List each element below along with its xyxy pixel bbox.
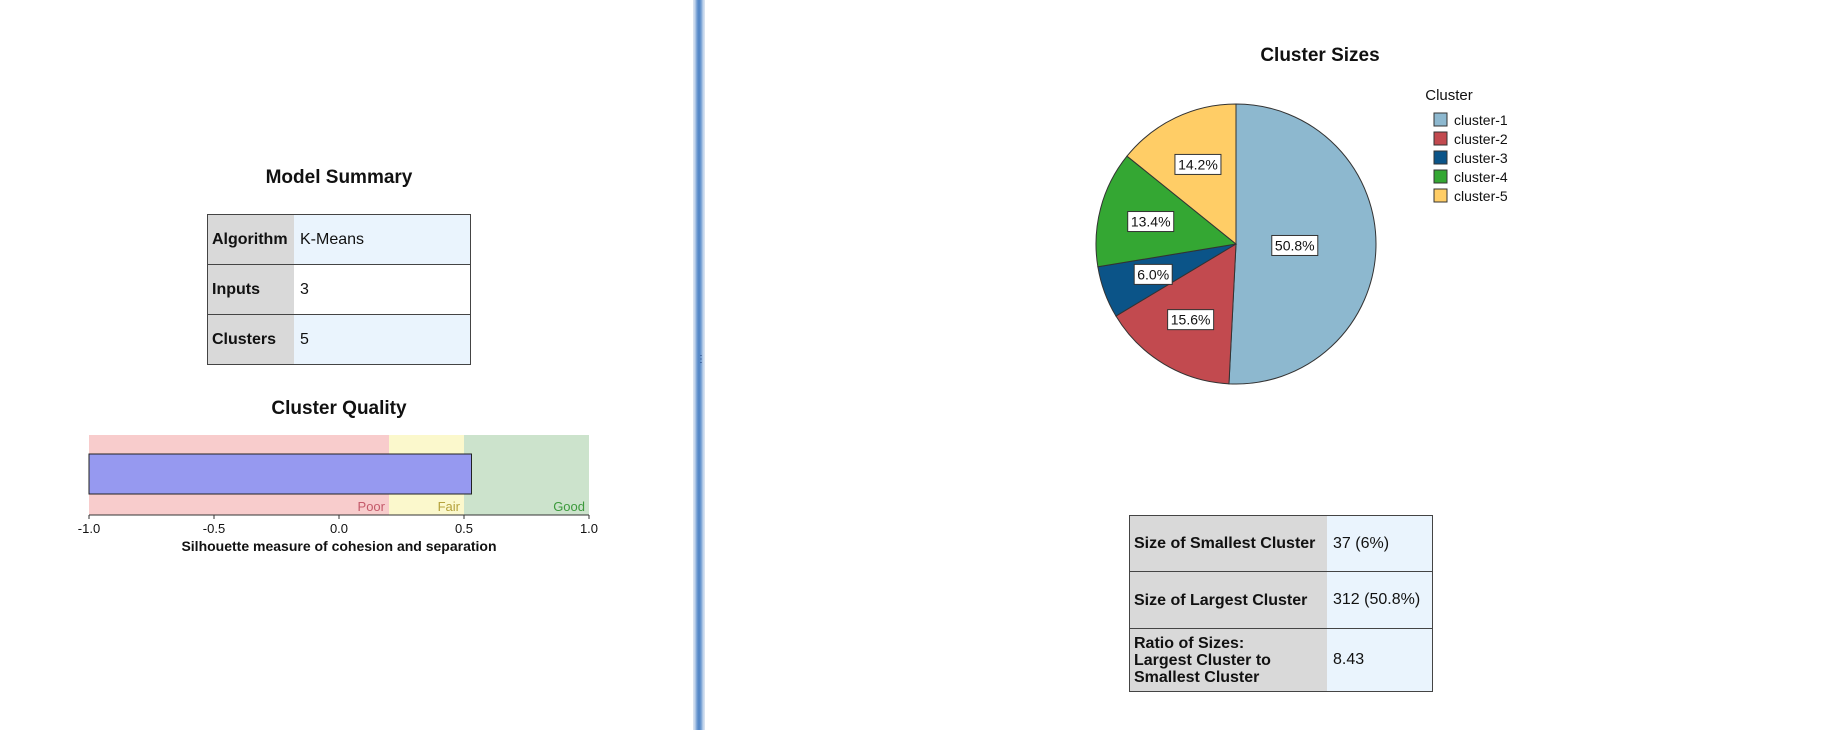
pie-label-box — [1133, 263, 1173, 285]
pie-slice-label: 6.0% — [1133, 263, 1173, 285]
legend-item-label: cluster-3 — [1454, 150, 1508, 166]
legend-title: Cluster — [1425, 87, 1473, 104]
table-row: Size of Largest Cluster 312 (50.8%) — [1129, 571, 1433, 629]
x-tick-label: 0.0 — [330, 521, 348, 536]
pie-label-box — [1271, 234, 1319, 256]
legend-swatch — [1433, 112, 1448, 127]
table-row: Algorithm K-Means — [207, 214, 471, 265]
silhouette-bar — [88, 453, 472, 495]
pie-slice-label: 15.6% — [1167, 309, 1215, 331]
panel-splitter[interactable]: ⋮ — [693, 0, 706, 730]
row-value-ratio: 8.43 — [1327, 628, 1433, 692]
row-value-largest: 312 (50.8%) — [1327, 571, 1433, 629]
pie-label-text: 13.4% — [1131, 214, 1171, 230]
row-label-inputs: Inputs — [207, 264, 294, 315]
cluster-sizes-title: Cluster Sizes — [1260, 45, 1380, 66]
cluster-sizes-panel: 50.8% 15.6% 6.0% 13.4% 14.2% Cluster cluster-1… — [705, 0, 1821, 730]
quality-zone-good — [464, 435, 589, 515]
legend-swatch — [1433, 131, 1448, 146]
pie-label-box — [1174, 153, 1222, 175]
cluster-size-table: Size of Smallest Cluster 37 (6%) Size of… — [1129, 515, 1433, 692]
table-row: Size of Smallest Cluster 37 (6%) — [1129, 515, 1433, 572]
x-axis-title: Silhouette measure of cohesion and separ… — [181, 538, 496, 554]
row-label-smallest: Size of Smallest Cluster — [1129, 515, 1327, 572]
x-tick-label: -1.0 — [78, 521, 100, 536]
pie-legend: Cluster cluster-1 cluster-2 cluster-3 cluste… — [1425, 87, 1508, 204]
legend-item-label: cluster-5 — [1454, 188, 1508, 204]
label-line: Smallest Cluster — [1134, 668, 1260, 686]
legend-item-label: cluster-2 — [1454, 131, 1508, 147]
model-summary-table: Algorithm K-Means Inputs 3 Clusters 5 — [207, 214, 471, 365]
legend-item-label: cluster-1 — [1454, 112, 1508, 128]
pie-label-box — [1127, 211, 1175, 233]
label-line: Largest Cluster to — [1134, 651, 1271, 669]
label-line: Size of Largest Cluster — [1134, 591, 1308, 609]
legend-item-label: cluster-4 — [1454, 169, 1508, 185]
pie-slice-label: 14.2% — [1174, 153, 1222, 175]
model-summary-panel: Model Summary Algorithm K-Means Inputs 3… — [0, 0, 693, 730]
model-summary-title: Model Summary — [265, 167, 413, 188]
x-tick-label: 0.5 — [455, 521, 473, 536]
label-line: Ratio of Sizes: — [1134, 634, 1245, 652]
cluster-quality-chart: Poor Fair Good -1.0 -0.5 0.0 0.5 1.0 Silhouette … — [78, 435, 598, 554]
row-label-largest: Size of Largest Cluster — [1129, 571, 1327, 629]
pie-slice-label: 13.4% — [1127, 211, 1175, 233]
row-label-algorithm: Algorithm — [207, 214, 294, 265]
pie-label-text: 6.0% — [1137, 266, 1169, 282]
row-value-clusters: 5 — [294, 314, 471, 365]
pie-label-text: 14.2% — [1178, 156, 1218, 172]
cluster-sizes-chart: 50.8% 15.6% 6.0% 13.4% 14.2% Cluster cluster-1… — [1095, 87, 1508, 385]
pie-label-text: 15.6% — [1171, 312, 1211, 328]
label-line: Size of Smallest Cluster — [1134, 535, 1316, 552]
pie-label-text: 50.8% — [1275, 237, 1315, 253]
table-row: Inputs 3 — [207, 264, 471, 315]
quality-zone-label: Poor — [358, 499, 386, 514]
row-label-clusters: Clusters — [207, 314, 294, 365]
legend-swatch — [1433, 150, 1448, 165]
legend-swatch — [1433, 188, 1448, 203]
quality-zone-label: Good — [553, 499, 585, 514]
pie-slice-label: 50.8% — [1271, 234, 1319, 256]
cluster-quality-title: Cluster Quality — [271, 398, 407, 419]
splitter-grip-icon[interactable]: ⋮ — [696, 354, 706, 365]
pie-label-box — [1167, 309, 1215, 331]
row-value-algorithm: K-Means — [294, 214, 471, 265]
row-label-ratio: Ratio of Sizes: Largest Cluster to Small… — [1129, 628, 1327, 692]
quality-zone-label: Fair — [438, 499, 461, 514]
table-row: Clusters 5 — [207, 314, 471, 365]
x-tick-label: -0.5 — [203, 521, 225, 536]
row-value-inputs: 3 — [294, 264, 471, 315]
row-value-smallest: 37 (6%) — [1327, 515, 1433, 572]
x-tick-label: 1.0 — [580, 521, 598, 536]
table-row: Ratio of Sizes: Largest Cluster to Small… — [1129, 628, 1433, 692]
legend-swatch — [1433, 169, 1448, 184]
